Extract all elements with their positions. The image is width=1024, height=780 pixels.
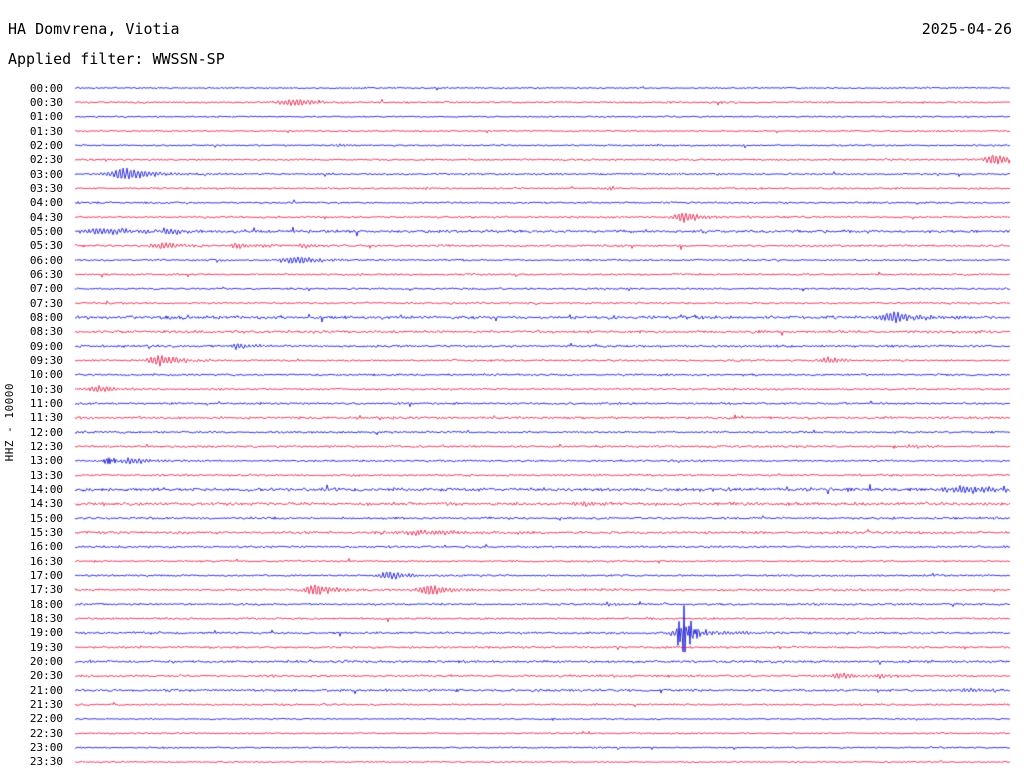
helicorder-page: HA Domvrena, Viotia 2025-04-26 Applied f…: [0, 0, 1024, 780]
seismogram-traces-canvas: [0, 0, 1024, 780]
